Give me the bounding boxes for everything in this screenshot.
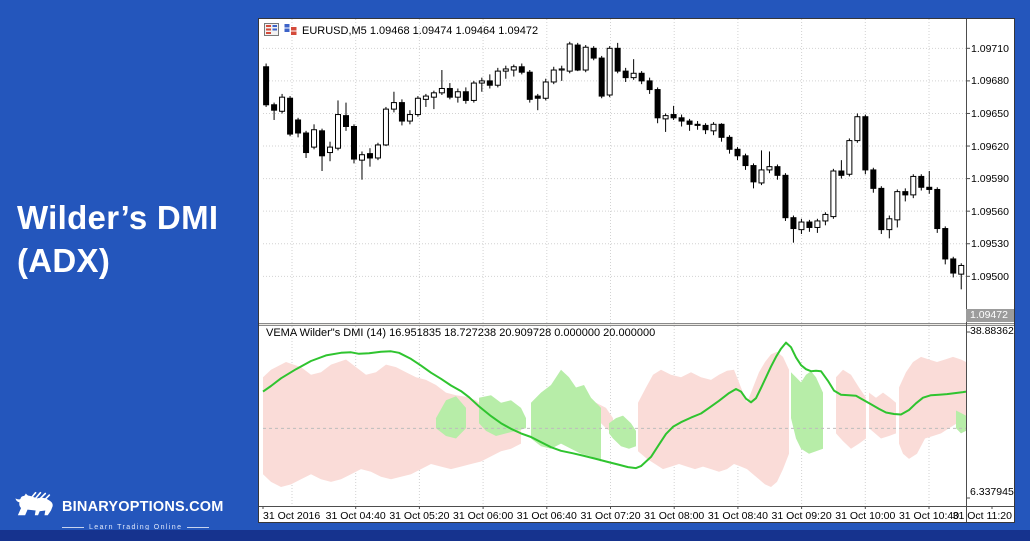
ohlc-table-icon bbox=[264, 23, 279, 39]
page-title: Wilder’s DMI (ADX) bbox=[17, 197, 218, 283]
brand-logo: BINARYOPTIONS.COM Learn Trading Online bbox=[13, 491, 224, 531]
brand-tagline: Learn Trading Online bbox=[62, 524, 224, 531]
indicator-min-label: 6.337945 bbox=[970, 486, 1014, 498]
chart-header: EURUSD,M5 1.09468 1.09474 1.09464 1.0947… bbox=[264, 23, 538, 39]
page-title-line1: Wilder’s DMI bbox=[17, 199, 219, 236]
mt4-chart-window[interactable]: EURUSD,M5 1.09468 1.09474 1.09464 1.0947… bbox=[258, 18, 1015, 523]
footer-bar bbox=[0, 530, 1030, 541]
page-title-line2: (ADX) bbox=[17, 241, 111, 279]
tagline-dash-left bbox=[62, 527, 84, 528]
tagline-text: Learn Trading Online bbox=[89, 524, 183, 531]
indicator-max-label: 38.883625 bbox=[970, 325, 1015, 337]
brand-name: BINARYOPTIONS.COM bbox=[62, 498, 224, 515]
candlestick-chart[interactable] bbox=[259, 19, 1015, 523]
symbol-ohlc-readout: EURUSD,M5 1.09468 1.09474 1.09464 1.0947… bbox=[302, 25, 539, 37]
indicator-title: VEMA Wilder"s DMI (14) 16.951835 18.7272… bbox=[266, 327, 656, 339]
tagline-dash-right bbox=[187, 527, 210, 528]
bull-logo-icon bbox=[13, 491, 55, 522]
current-price-badge: 1.09472 bbox=[966, 309, 1014, 322]
bar-chart-icon bbox=[283, 23, 298, 39]
